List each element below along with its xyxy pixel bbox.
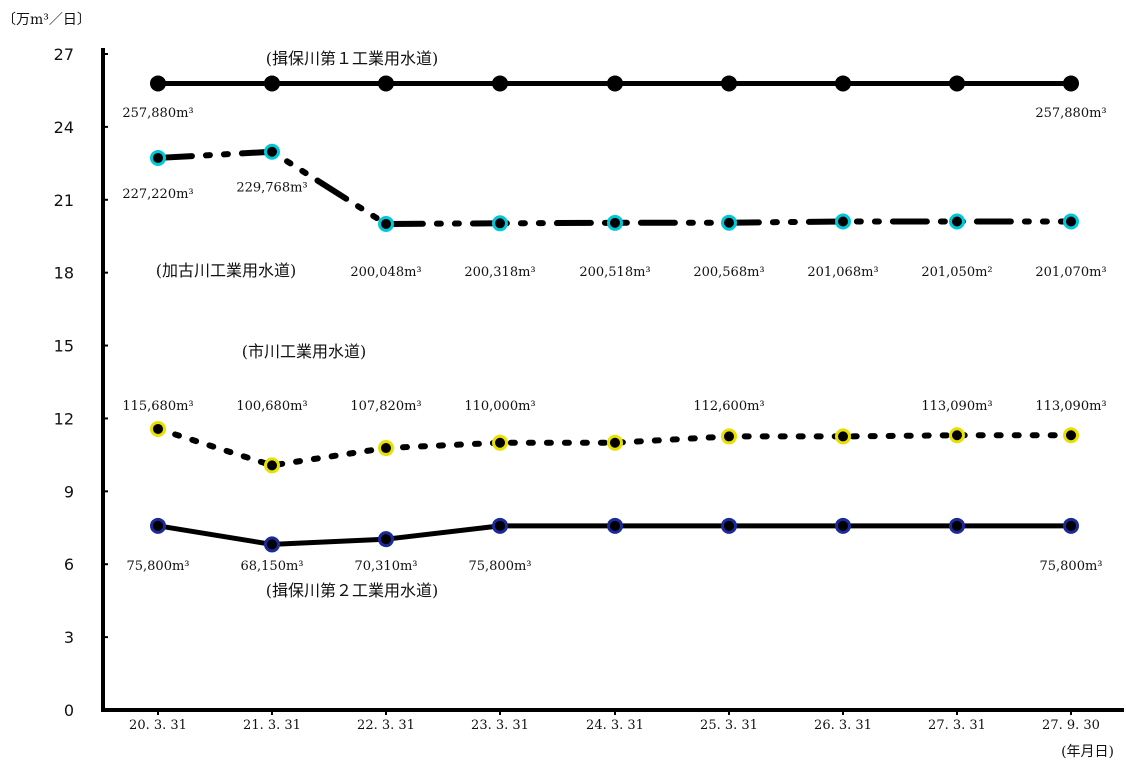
data-point: [378, 531, 394, 548]
series-lines: [155, 80, 1074, 547]
data-label: 201,070m³: [1035, 265, 1106, 280]
data-label: 113,090m³: [1035, 399, 1106, 414]
x-tick-label: 25. 3. 31: [700, 718, 758, 733]
data-point: [835, 213, 851, 230]
data-label: 201,068m³: [807, 265, 878, 280]
data-point: [721, 428, 737, 445]
data-label: 200,518m³: [579, 265, 650, 280]
data-label: 68,150m³: [240, 559, 303, 574]
data-label: 200,568m³: [693, 265, 764, 280]
data-point: [949, 427, 965, 444]
y-tick-label: 9: [64, 482, 74, 501]
y-tick-label: 3: [64, 628, 74, 647]
data-label: 200,048m³: [350, 265, 421, 280]
x-tick-label: 27. 9. 30: [1042, 718, 1100, 733]
data-point: [835, 428, 851, 445]
x-tick-label: 23. 3. 31: [471, 718, 529, 733]
series-name-label: (加古川工業用水道): [156, 261, 297, 280]
x-tick-label: 22. 3. 31: [357, 718, 415, 733]
data-point: [264, 536, 280, 553]
data-point: [949, 213, 965, 230]
y-tick-label: 12: [54, 409, 74, 428]
data-label: 112,600m³: [693, 399, 764, 414]
x-tick-label: 24. 3. 31: [586, 718, 644, 733]
data-point: [1063, 213, 1079, 230]
data-label: 75,800m³: [468, 559, 531, 574]
data-label: 229,768m³: [236, 181, 307, 196]
data-point: [264, 457, 280, 474]
data-point: [721, 517, 737, 534]
data-point: [1063, 517, 1079, 534]
series-name-label: (市川工業用水道): [242, 342, 367, 361]
x-tick-label: 26. 3. 31: [814, 718, 872, 733]
data-point: [949, 75, 965, 92]
data-point: [1063, 75, 1079, 92]
data-label: 110,000m³: [464, 399, 535, 414]
series-markers: [150, 75, 1079, 553]
data-point: [492, 75, 508, 92]
data-label: 75,800m³: [126, 559, 189, 574]
data-point: [835, 517, 851, 534]
series-name-label: (揖保川第１工業用水道): [266, 49, 439, 68]
data-point: [492, 434, 508, 451]
data-point: [150, 75, 166, 92]
data-labels: 257,880m³ 257,880m³ 227,220m³ 229,768m³ 200,…: [122, 49, 1106, 600]
data-point: [949, 517, 965, 534]
data-label: 200,318m³: [464, 265, 535, 280]
data-point: [1063, 427, 1079, 444]
data-point: [721, 214, 737, 231]
y-tick-label: 21: [54, 191, 74, 210]
series-line-2: [155, 148, 1074, 227]
y-unit-label: 〔万m³／日〕: [2, 12, 91, 28]
data-point: [264, 143, 280, 160]
data-point: [721, 75, 737, 92]
data-point: [835, 75, 851, 92]
data-point: [607, 517, 623, 534]
data-label: 201,050m²: [921, 265, 992, 280]
data-label: 227,220m³: [122, 187, 193, 202]
data-label: 113,090m³: [921, 399, 992, 414]
data-point: [607, 75, 623, 92]
series-name-label: (揖保川第２工業用水道): [266, 581, 439, 600]
axes: 0 3 6 9 12 15 18 21 24 27 20. 3. 31 21. 3. 31 22. 3.…: [2, 12, 1124, 760]
data-label: 100,680m³: [236, 399, 307, 414]
data-point: [378, 75, 394, 92]
data-label: 115,680m³: [122, 399, 193, 414]
data-point: [150, 149, 166, 166]
y-tick-label: 27: [54, 45, 74, 64]
data-point: [378, 215, 394, 232]
y-tick-label: 15: [54, 337, 74, 356]
data-point: [150, 420, 166, 437]
data-label: 257,880m³: [1035, 106, 1106, 121]
data-label: 70,310m³: [354, 559, 417, 574]
x-tick-label: 21. 3. 31: [243, 718, 301, 733]
data-point: [607, 214, 623, 231]
data-point: [150, 517, 166, 534]
data-point: [264, 75, 280, 92]
y-tick-label: 0: [64, 701, 74, 720]
x-tick-label: 27. 3. 31: [928, 718, 986, 733]
y-tick-label: 18: [54, 264, 74, 283]
y-tick-label: 24: [54, 118, 74, 137]
x-tick-label: 20. 3. 31: [129, 718, 187, 733]
data-label: 75,800m³: [1039, 559, 1102, 574]
data-label: 257,880m³: [122, 106, 193, 121]
data-label: 107,820m³: [350, 399, 421, 414]
data-point: [607, 434, 623, 451]
data-point: [492, 215, 508, 232]
y-tick-label: 6: [64, 555, 74, 574]
data-point: [492, 517, 508, 534]
data-point: [378, 440, 394, 457]
x-unit-label: (年月日): [1061, 744, 1114, 760]
